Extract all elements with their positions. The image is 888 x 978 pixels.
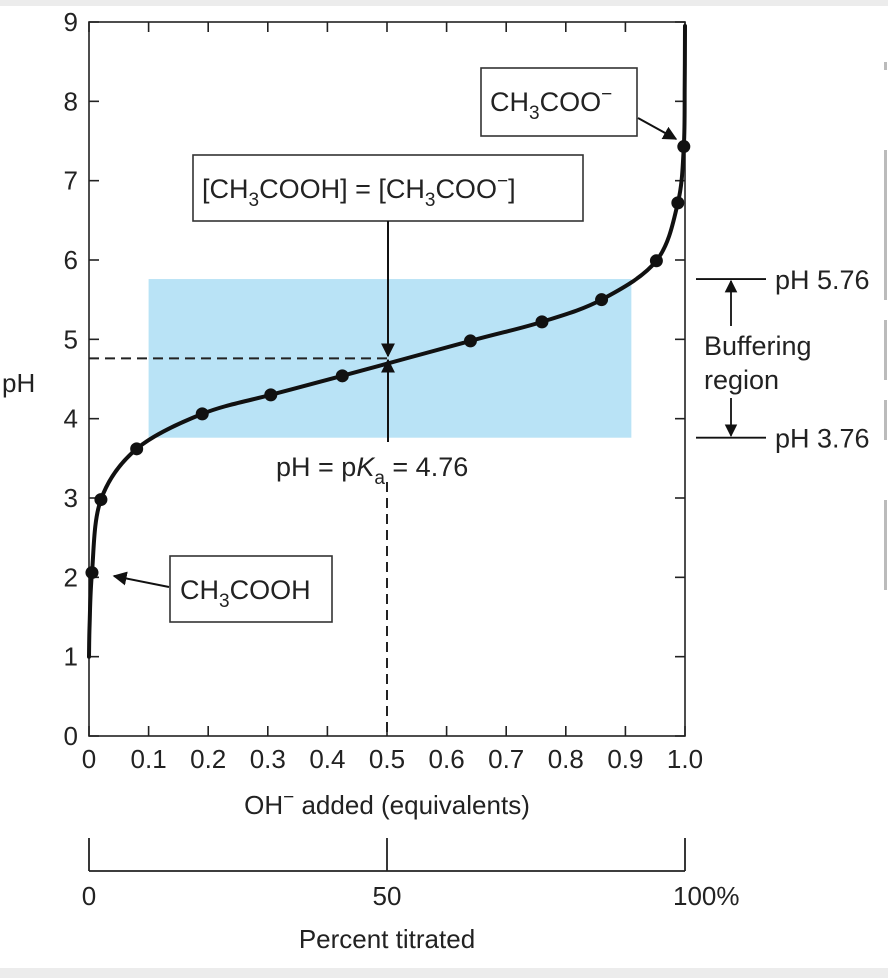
y-tick-label: 1 [64,642,78,672]
x-title-sup: − [283,787,294,808]
y-tick-label: 5 [64,324,78,354]
equality-part-2: COOH] = [CH [259,174,425,204]
equality-annotation: [CH3COOH] = [CH3COO−] [202,171,516,211]
acetate-part-2: COO [540,87,602,117]
percent-tick-label: 50 [373,881,402,911]
y-tick-label: 6 [64,245,78,275]
acetic-acid-annotation: CH3COOH [180,575,311,612]
buffer-low-label: pH 3.76 [775,424,870,454]
acetate-sup: − [601,84,612,105]
data-point [677,140,691,154]
x-tick-label: 0.8 [548,744,584,774]
x-tick-label: 0.1 [131,744,167,774]
data-point [335,369,349,383]
y-tick-label: 8 [64,86,78,116]
acetic-part-1: CH [180,575,219,605]
x-tick-label: 0.6 [429,744,465,774]
y-tick-label: 2 [64,562,78,592]
x-tick-label: 0.9 [607,744,643,774]
y-tick-label: 3 [64,483,78,513]
acetic-acid-arrow [112,571,170,588]
data-point [85,566,99,580]
equality-annotation-box [192,154,584,222]
y-tick-label: 7 [64,166,78,196]
acetic-acid-annotation-box [169,555,333,623]
x-tick-label: 0.5 [369,744,405,774]
percent-titrated-axis: 0 50 100% [82,838,740,911]
x-tick-label: 0 [82,744,96,774]
pka-sub-a: a [374,468,385,489]
y-tick-label: 0 [64,721,78,751]
data-point [195,407,209,421]
data-point [649,254,663,268]
acetate-part-1: CH [490,87,529,117]
watermark-text: 知乎 @弹珠滚铃木 [679,929,862,954]
pka-label: pH = pKa = 4.76 [276,452,468,489]
buffering-label-line-2: region [704,365,779,395]
y-tick-label: 4 [64,404,78,434]
x-tick-label: 0.7 [488,744,524,774]
top-border [0,0,888,6]
equality-part-4: ] [508,174,516,204]
data-point [463,334,477,348]
x-axis-title: OH− added (equivalents) [244,787,530,820]
buffering-bracket [696,278,766,439]
x-tick-label: 1.0 [667,744,703,774]
x-axis-ticks: 0 0.1 0.2 0.3 0.4 0.5 0.6 0.7 0.8 0.9 1.0 [82,22,703,774]
data-points [85,140,691,580]
percent-tick-label: 0 [82,881,96,911]
percent-axis-title: Percent titrated [299,924,475,954]
data-point [130,442,144,456]
y-tick-label: 9 [64,7,78,37]
data-point [595,293,609,307]
data-point [264,388,278,402]
pka-part-2: = 4.76 [385,452,468,482]
data-point [535,315,549,329]
data-point [94,493,108,507]
acetic-sub: 3 [219,591,230,612]
acetate-arrow [637,117,678,140]
acetic-part-2: COOH [230,575,311,605]
buffer-high-label: pH 5.76 [775,265,870,295]
pka-part-1: pH = p [276,452,356,482]
x-tick-label: 0.4 [309,744,345,774]
scan-edge-marks [884,62,887,590]
x-tick-label: 0.2 [190,744,226,774]
y-axis-ticks: 0 1 2 3 4 5 6 7 8 9 [64,7,685,751]
x-title-part-1: OH [244,790,283,820]
buffer-region-shading [148,279,632,438]
percent-tick-label: 100% [673,881,740,911]
x-title-part-2: added (equivalents) [294,790,530,820]
equality-sub-2: 3 [425,190,436,211]
bottom-border [0,968,888,978]
data-point [671,196,685,210]
y-axis-title: pH [2,368,35,398]
equality-sub-1: 3 [249,190,260,211]
buffering-label-line-1: Buffering [704,331,812,361]
acetate-annotation-box [480,67,638,137]
acetate-sub: 3 [529,103,540,124]
equality-part-1: [CH [202,174,249,204]
x-tick-label: 0.3 [250,744,286,774]
pka-k: K [356,452,375,482]
acetate-annotation: CH3COO− [490,84,612,124]
equality-part-3: COO [435,174,497,204]
equality-sup: − [497,171,508,192]
